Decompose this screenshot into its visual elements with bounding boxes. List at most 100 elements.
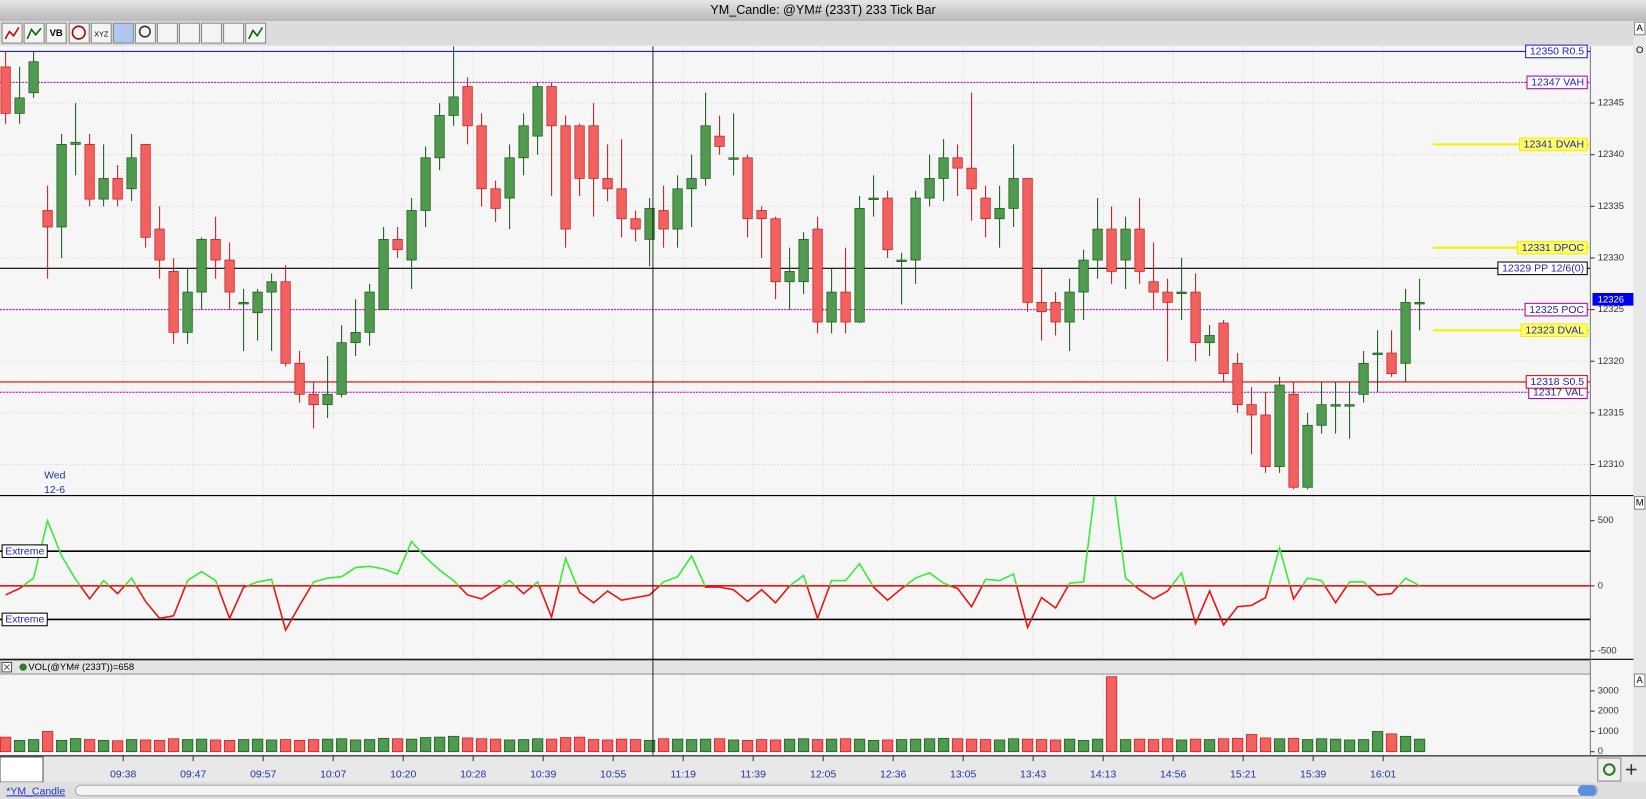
refresh-icon	[1602, 763, 1616, 776]
volume-bar	[979, 739, 992, 753]
volume-bar	[391, 738, 404, 753]
candle-body	[588, 125, 599, 179]
candle-body	[308, 393, 319, 406]
volume-bar	[1007, 738, 1020, 753]
volume-bar	[321, 738, 334, 753]
candle-body	[644, 208, 655, 240]
scroll-thumb[interactable]	[1577, 785, 1597, 796]
level-label: 12318 S0.5	[1530, 377, 1584, 388]
level-label: 12323 DVAL	[1525, 326, 1584, 337]
side-button[interactable]	[1633, 21, 1646, 36]
volume-bar	[839, 738, 852, 753]
candle-body	[322, 393, 333, 406]
annotation: 12-6	[44, 485, 65, 496]
title-bar	[0, 0, 1646, 22]
side-button-label: M	[1636, 497, 1644, 508]
volume-bar	[1287, 737, 1300, 753]
candle-body	[798, 239, 809, 283]
price-panel	[0, 46, 1591, 495]
y-tick-label: 0	[1598, 580, 1603, 591]
candle-body	[882, 197, 893, 251]
volume-bar	[909, 738, 922, 753]
volume-bar	[769, 739, 782, 753]
volume-bar	[881, 739, 894, 753]
volume-bar	[587, 739, 600, 753]
tool-button[interactable]	[45, 22, 67, 44]
candle-body	[112, 178, 123, 200]
volume-bar	[1245, 734, 1258, 753]
x-tick-label: 14:56	[1160, 770, 1186, 781]
x-tick-label: 10:07	[320, 770, 346, 781]
candle-body	[728, 157, 739, 160]
volume-bar	[1063, 738, 1076, 753]
x-tick-label: 10:28	[460, 770, 486, 781]
window-title: YM_Candle: @YM# (233T) 233 Tick Bar	[710, 3, 935, 17]
tool-button[interactable]	[178, 22, 200, 44]
candle-body	[952, 157, 963, 169]
toolbar	[0, 21, 1646, 46]
tool-button[interactable]	[156, 22, 178, 44]
volume-bar	[615, 738, 628, 753]
candle-body	[1064, 291, 1075, 323]
scrollbar[interactable]	[75, 784, 1599, 797]
volume-bar	[573, 736, 586, 753]
candle-body	[1330, 404, 1341, 407]
candle-body	[1204, 335, 1215, 344]
candle-body	[1316, 404, 1327, 426]
oscillator-line-negative	[5, 585, 1420, 633]
candle-body	[1106, 228, 1117, 272]
candle-body	[280, 281, 291, 364]
volume-bar	[1217, 738, 1230, 753]
candle-body	[532, 86, 543, 137]
candle-body	[868, 197, 879, 201]
candle-body	[1022, 178, 1033, 303]
sheet-tab[interactable]: *YM_Candle	[6, 786, 65, 797]
side-button[interactable]	[1633, 496, 1646, 510]
side-button[interactable]	[1633, 673, 1646, 688]
volume-bar	[629, 739, 642, 753]
candle-body	[700, 125, 711, 179]
volume-bar	[461, 737, 474, 753]
candle-body	[658, 210, 669, 230]
level-label: 12329 PP 12/6(0)	[1502, 264, 1584, 275]
candle-body	[1120, 228, 1131, 261]
x-tick-label: 13:43	[1020, 770, 1046, 781]
candle-body	[1372, 352, 1383, 355]
band-label-box	[1, 612, 48, 627]
candle-body	[1050, 302, 1061, 323]
x-tick-label: 11:39	[740, 770, 766, 781]
volume-bar	[1343, 739, 1356, 753]
candle-body	[448, 96, 459, 116]
volume-bar	[601, 739, 614, 753]
candle-body	[364, 291, 375, 333]
volume-legend: VOL(@YM# (233T))=658	[28, 662, 134, 673]
tool-button[interactable]	[90, 22, 112, 44]
tool-button[interactable]	[223, 22, 245, 44]
candle-body	[294, 362, 305, 395]
legend-swatch	[19, 663, 27, 671]
candle-body	[1190, 291, 1201, 344]
refresh-button[interactable]	[1597, 757, 1622, 782]
volume-bar	[1119, 739, 1132, 753]
x-tick-label: 16:01	[1370, 770, 1396, 781]
oscillator-plot	[0, 496, 1591, 659]
x-tick-label: 10:20	[390, 770, 416, 781]
band-label: Extreme	[5, 615, 44, 626]
y-tick-label: 3000	[1598, 685, 1619, 696]
volume-bar	[69, 738, 82, 753]
candle-body	[854, 208, 865, 323]
volume-bar	[1161, 738, 1174, 753]
candle-body	[56, 144, 67, 228]
candle-body	[1134, 228, 1145, 272]
add-button[interactable]	[1626, 764, 1637, 775]
x-tick-label: 09:47	[180, 770, 206, 781]
candle-body	[1288, 393, 1299, 488]
candle-body	[378, 239, 389, 310]
tool-button[interactable]	[112, 22, 134, 44]
volume-bar	[1329, 738, 1342, 753]
volume-bar	[153, 739, 166, 753]
candle-body	[1092, 228, 1103, 261]
volume-bar	[559, 737, 572, 753]
tool-button[interactable]	[201, 22, 223, 44]
volume-bar	[13, 739, 26, 753]
